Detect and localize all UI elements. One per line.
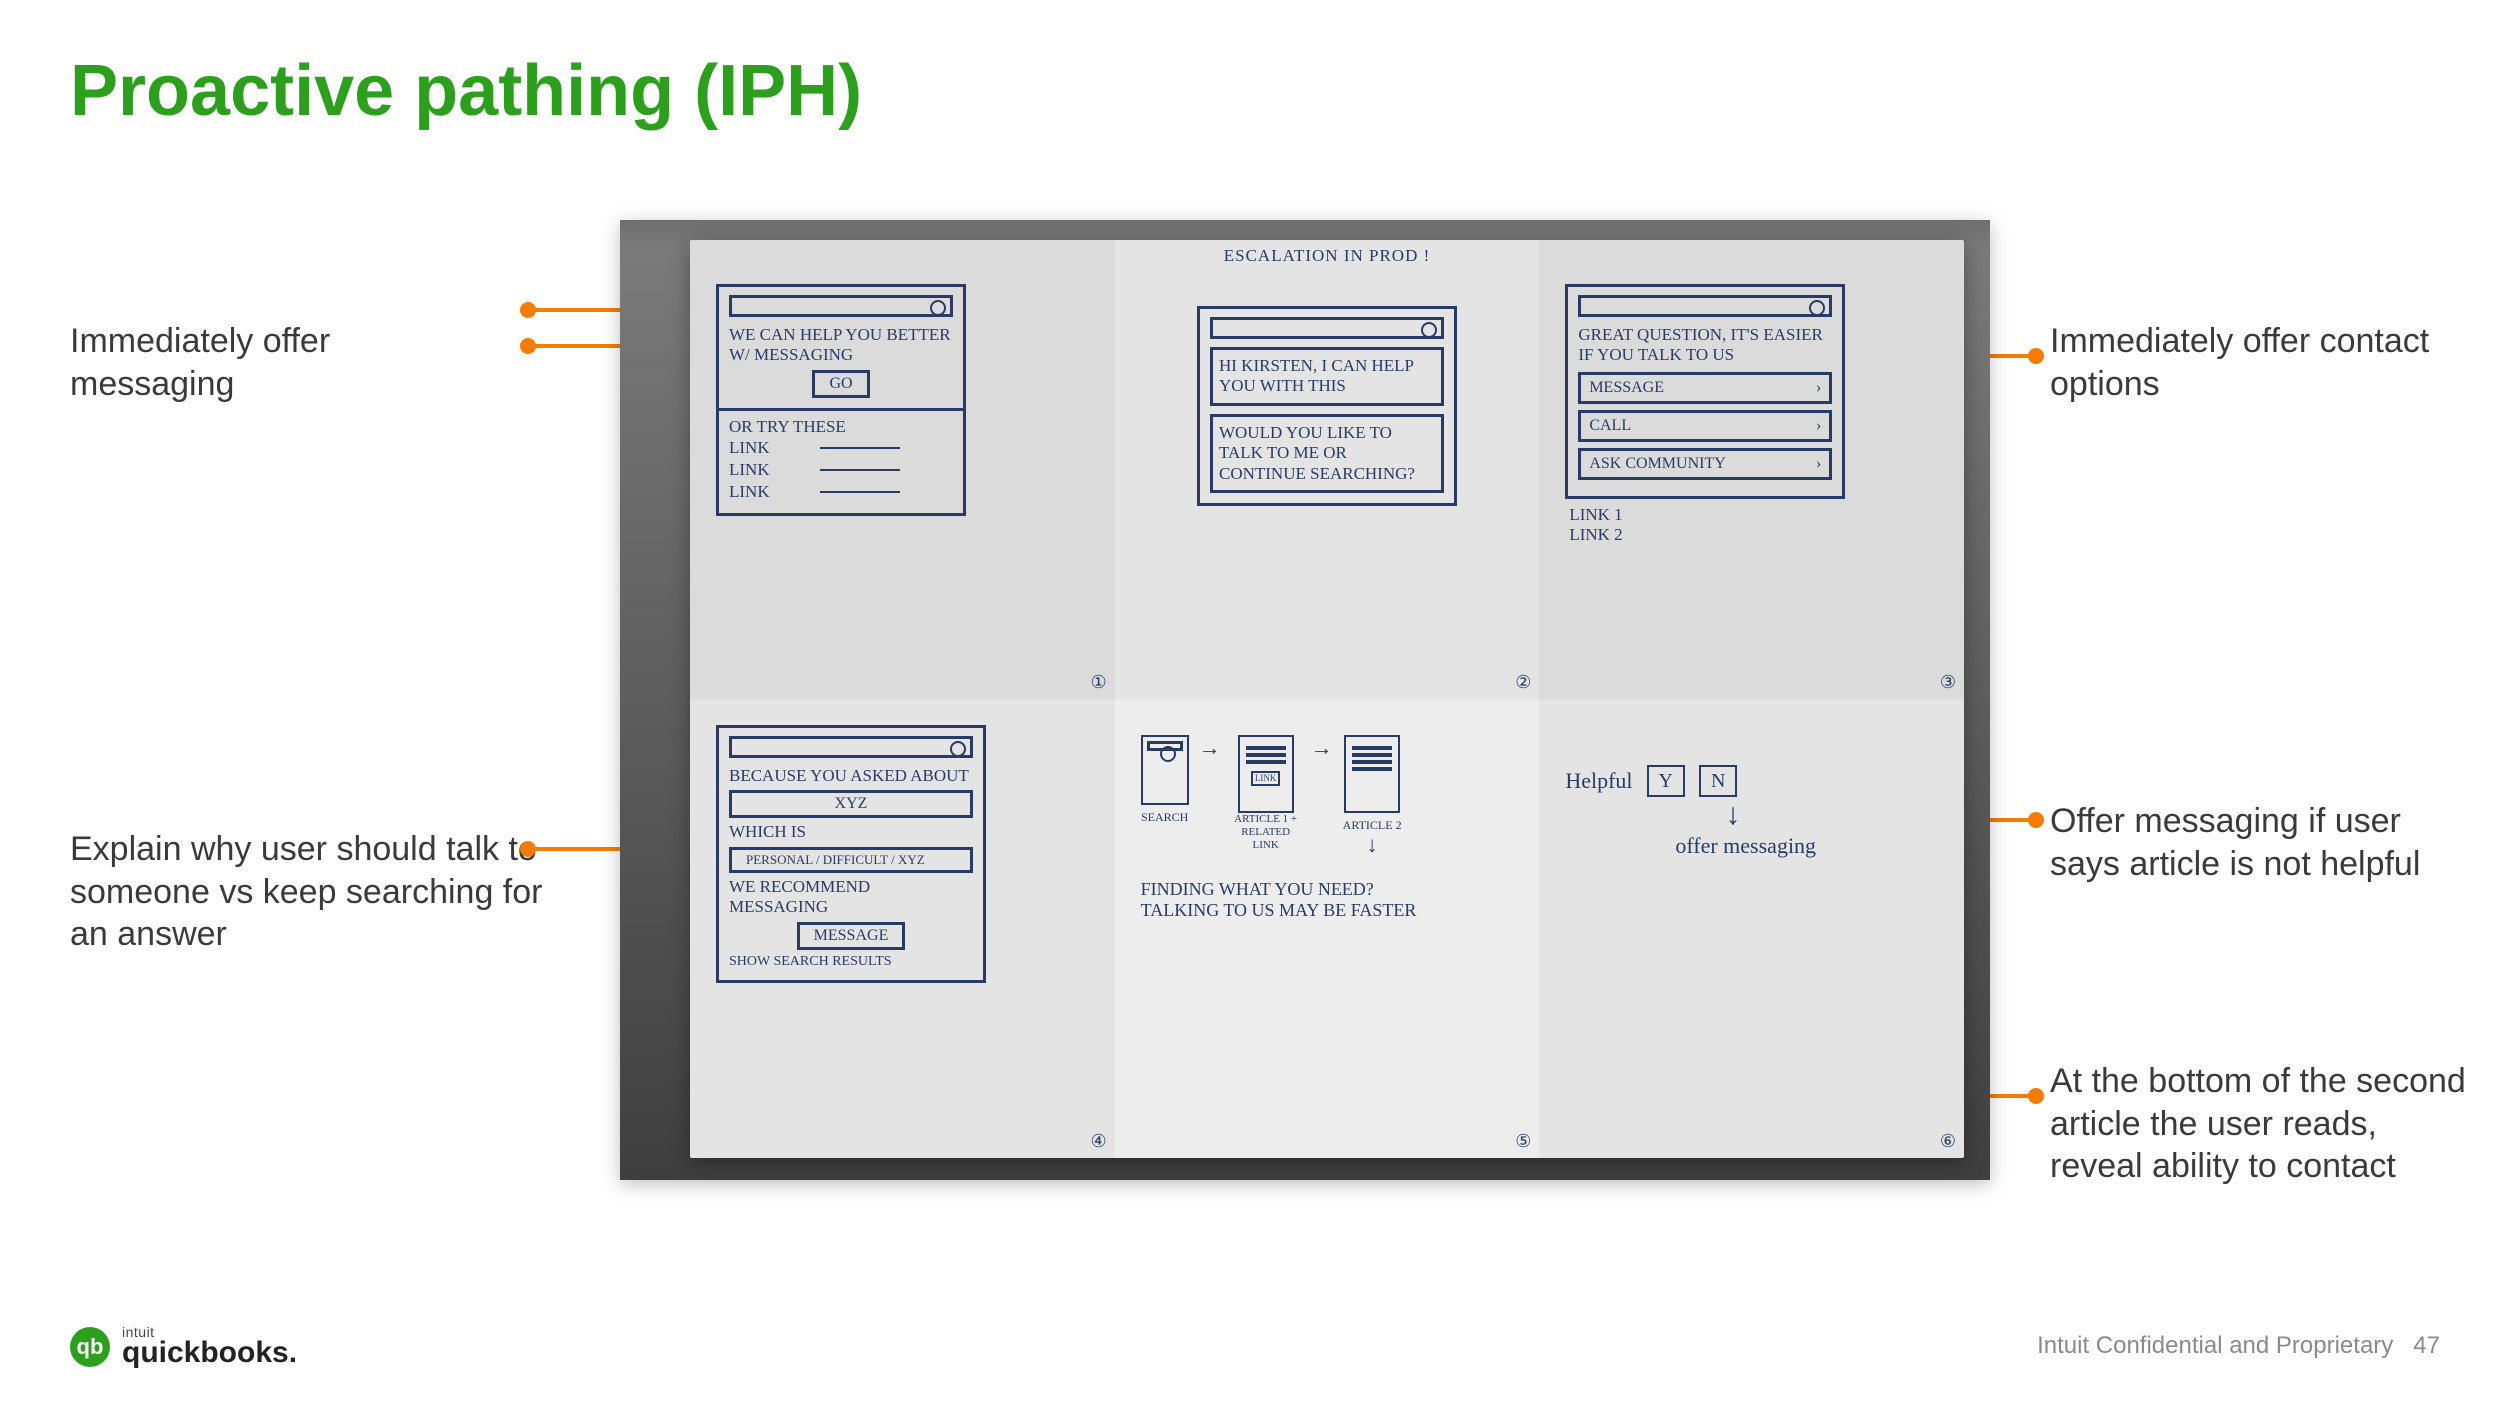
- p5-label-article2: ARTICLE 2: [1343, 818, 1402, 832]
- p3-opt-community: ASK COMMUNITY›: [1578, 448, 1832, 480]
- sketch-panel-3: GREAT QUESTION, IT'S EASIER IF YOU TALK …: [1539, 240, 1964, 699]
- p3-link1: LINK 1: [1569, 505, 1938, 525]
- p1-go-button: GO: [812, 370, 869, 398]
- p3-opt-message: MESSAGE›: [1578, 372, 1832, 404]
- brand-logo: qb intuit quickbooks.: [70, 1324, 297, 1370]
- p6-offer: offer messaging: [1675, 833, 1938, 859]
- p4-category: PERSONAL / DIFFICULT / XYZ: [729, 847, 973, 873]
- p5-prompt: FINDING WHAT YOU NEED? TALKING TO US MAY…: [1141, 879, 1441, 922]
- p4-xyz: XYZ: [729, 790, 973, 818]
- sketch-panel-2: HI KIRSTEN, I CAN HELP YOU WITH THIS WOU…: [1115, 240, 1540, 699]
- sketch-panel-6: Helpful Y N ↓ offer messaging ⑥: [1539, 699, 1964, 1158]
- p3-msg: GREAT QUESTION, IT'S EASIER IF YOU TALK …: [1578, 325, 1832, 366]
- confidential-text: Intuit Confidential and Proprietary: [2037, 1332, 2393, 1359]
- annotation-offer-messaging: Immediately offer messaging: [70, 320, 500, 405]
- callout-dot: [2028, 1088, 2044, 1104]
- p2-msg1: HI KIRSTEN, I CAN HELP YOU WITH THIS: [1219, 356, 1435, 397]
- p4-l1: BECAUSE YOU ASKED ABOUT: [729, 766, 973, 786]
- p5-label-article1: ARTICLE 1 + RELATED LINK: [1231, 813, 1301, 853]
- panel-number: ⑥: [1940, 1131, 1956, 1152]
- page-number: 47: [2413, 1332, 2440, 1359]
- p3-opt-call: CALL›: [1578, 410, 1832, 442]
- annotation-second-article: At the bottom of the second article the …: [2050, 1060, 2470, 1188]
- sketch-panel-1: WE CAN HELP YOU BETTER W/ MESSAGING GO O…: [690, 240, 1115, 699]
- callout-dot: [2028, 812, 2044, 828]
- paper: ESCALATION IN PROD ! WE CAN HELP YOU BET…: [690, 240, 1964, 1158]
- annotation-contact-options: Immediately offer contact options: [2050, 320, 2450, 405]
- p4-message-button: MESSAGE: [797, 922, 906, 950]
- p1-link: LINK: [729, 460, 770, 480]
- p6-no: N: [1699, 765, 1737, 797]
- annotation-explain-why: Explain why user should talk to someone …: [70, 828, 550, 956]
- page-title: Proactive pathing (IPH): [70, 50, 862, 132]
- p1-link: LINK: [729, 482, 770, 502]
- p1-or: OR TRY THESE: [729, 417, 953, 437]
- quickbooks-badge-icon: qb: [70, 1327, 110, 1367]
- p5-label-search: SEARCH: [1141, 810, 1189, 824]
- p6-helpful: Helpful: [1565, 768, 1632, 794]
- p1-link: LINK: [729, 438, 770, 458]
- p4-l2: WHICH IS: [729, 822, 973, 842]
- p2-msg2: WOULD YOU LIKE TO TALK TO ME OR CONTINUE…: [1219, 423, 1435, 484]
- p1-message: WE CAN HELP YOU BETTER W/ MESSAGING: [729, 325, 953, 366]
- p6-yes: Y: [1647, 765, 1685, 797]
- panel-number: ⑤: [1515, 1131, 1531, 1152]
- slide: Proactive pathing (IPH) Immediately offe…: [0, 0, 2500, 1408]
- sketch-panel-4: BECAUSE YOU ASKED ABOUT XYZ WHICH IS PER…: [690, 699, 1115, 1158]
- annotation-not-helpful: Offer messaging if user says article is …: [2050, 800, 2460, 885]
- p4-l4: SHOW SEARCH RESULTS: [729, 954, 973, 971]
- panel-number: ③: [1940, 672, 1956, 693]
- p4-l3: WE RECOMMEND MESSAGING: [729, 877, 973, 918]
- panel-number: ①: [1091, 672, 1107, 693]
- sketch-photo: ESCALATION IN PROD ! WE CAN HELP YOU BET…: [620, 220, 1990, 1180]
- callout-dot: [2028, 348, 2044, 364]
- panel-number: ②: [1515, 672, 1531, 693]
- brand-quickbooks: quickbooks.: [122, 1336, 297, 1369]
- panel-number: ④: [1091, 1131, 1107, 1152]
- sketch-panel-5: SEARCH → LINK ARTICLE 1 + RELATED LINK →: [1115, 699, 1540, 1158]
- p3-link2: LINK 2: [1569, 525, 1938, 545]
- footer-confidential: Intuit Confidential and Proprietary 47: [2037, 1332, 2440, 1360]
